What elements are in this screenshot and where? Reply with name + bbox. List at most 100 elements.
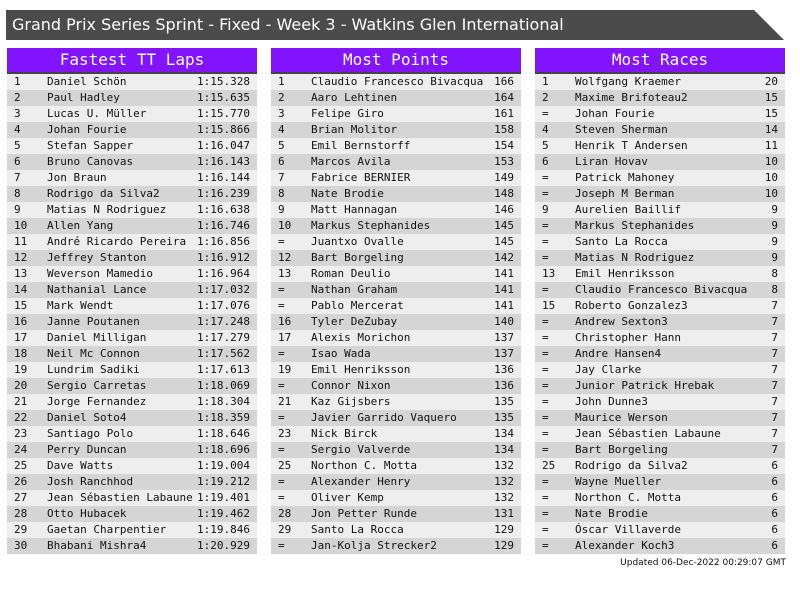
driver-name-cell: Isao Wada [311,347,371,360]
driver-name-cell: Daniel Milligan [47,331,147,344]
value-cell: 158 [494,123,514,136]
value-cell: 7 [771,331,778,344]
driver-name-cell: Markus Stephanides [575,219,695,232]
rank-cell: 6 [14,155,21,168]
value-cell: 7 [771,411,778,424]
rank-cell: = [542,475,549,488]
driver-name-cell: Santo La Rocca [575,235,668,248]
table-row: 4 Steven Sherman 14 [535,122,785,138]
rank-cell: 26 [14,475,28,488]
driver-name-cell: Steven Sherman [575,123,668,136]
driver-name-cell: Jean Sébastien Labaune [575,427,721,440]
table-row: 23 Santiago Polo 1:18.646 [7,426,257,442]
value-cell: 1:15.866 [197,123,250,136]
table-row: = Christopher Hann 7 [535,330,785,346]
value-cell: 15 [764,107,778,120]
driver-name-cell: Aaro Lehtinen [311,91,398,104]
table-row: 11 André Ricardo Pereira 1:16.856 [7,234,257,250]
table-row: 25 Dave Watts 1:19.004 [7,458,257,474]
driver-name-cell: Rodrigo da Silva2 [47,187,160,200]
value-cell: 8 [771,283,778,296]
table-row: 19 Lundrim Sadiki 1:17.613 [7,362,257,378]
driver-name-cell: Javier Garrido Vaquero [311,411,457,424]
value-cell: 1:18.646 [197,427,250,440]
value-cell: 141 [494,283,514,296]
driver-name-cell: Patrick Mahoney [575,171,675,184]
table-row: = Javier Garrido Vaquero 135 [271,410,521,426]
table-row: = Nate Brodie 6 [535,506,785,522]
rank-cell: 28 [14,507,28,520]
driver-name-cell: Neil Mc Connon [47,347,140,360]
rank-cell: = [542,395,549,408]
driver-name-cell: Oliver Kemp [311,491,384,504]
value-cell: 166 [494,75,514,88]
table-row: = Jay Clarke 7 [535,362,785,378]
driver-name-cell: André Ricardo Pereira [47,235,187,248]
driver-name-cell: Northon C. Motta [311,459,417,472]
value-cell: 6 [771,523,778,536]
table-row: 1 Daniel Schön 1:15.328 [7,74,257,90]
value-cell: 129 [494,523,514,536]
panel-rows: 1 Wolfgang Kraemer 20 2 Maxime Brifoteau2 15 =… [535,74,785,554]
table-row: 5 Stefan Sapper 1:16.047 [7,138,257,154]
table-row: = Oliver Kemp 132 [271,490,521,506]
table-row: 17 Daniel Milligan 1:17.279 [7,330,257,346]
driver-name-cell: Kaz Gijsbers [311,395,391,408]
table-row: 8 Rodrigo da Silva2 1:16.239 [7,186,257,202]
rank-cell: 1 [14,75,21,88]
value-cell: 1:16.144 [197,171,250,184]
driver-name-cell: Allen Yang [47,219,114,232]
driver-name-cell: Daniel Schön [47,75,127,88]
driver-name-cell: Johan Fourie [575,107,655,120]
rank-cell: 3 [14,107,21,120]
panel-header: Most Races [535,48,785,74]
rank-cell: = [278,491,285,504]
table-row: 12 Jeffrey Stanton 1:16.912 [7,250,257,266]
table-row: = Junior Patrick Hrebak 7 [535,378,785,394]
rank-cell: 5 [542,139,549,152]
rank-cell: = [542,251,549,264]
rank-cell: 21 [14,395,28,408]
rank-cell: = [542,187,549,200]
value-cell: 7 [771,315,778,328]
value-cell: 1:15.635 [197,91,250,104]
value-cell: 1:18.696 [197,443,250,456]
rank-cell: 15 [542,299,556,312]
driver-name-cell: Stefan Sapper [47,139,134,152]
value-cell: 20 [764,75,778,88]
table-row: = Jan-Kolja Strecker2 129 [271,538,521,554]
driver-name-cell: Alexis Morichon [311,331,411,344]
rank-cell: 9 [14,203,21,216]
rank-cell: = [278,475,285,488]
value-cell: 134 [494,443,514,456]
table-row: 24 Perry Duncan 1:18.696 [7,442,257,458]
driver-name-cell: Bart Borgeling [575,443,668,456]
table-row: = Claudio Francesco Bivacqua 8 [535,282,785,298]
rank-cell: = [542,283,549,296]
table-row: 6 Marcos Avila 153 [271,154,521,170]
driver-name-cell: Junior Patrick Hrebak [575,379,715,392]
driver-name-cell: Janne Poutanen [47,315,140,328]
rank-cell: = [542,491,549,504]
driver-name-cell: Juantxo Ovalle [311,235,404,248]
driver-name-cell: Matt Hannagan [311,203,398,216]
value-cell: 140 [494,315,514,328]
driver-name-cell: Emil Bernstorff [311,139,411,152]
driver-name-cell: Claudio Francesco Bivacqua [311,75,484,88]
rank-cell: 6 [278,155,285,168]
rank-cell: = [542,347,549,360]
driver-name-cell: Rodrigo da Silva2 [575,459,688,472]
table-row: = Northon C. Motta 6 [535,490,785,506]
table-row: = Jean Sébastien Labaune 7 [535,426,785,442]
driver-name-cell: Alexander Henry [311,475,411,488]
value-cell: 1:19.004 [197,459,250,472]
table-row: 6 Liran Hovav 10 [535,154,785,170]
value-cell: 11 [764,139,778,152]
rank-cell: 24 [14,443,28,456]
value-cell: 1:16.638 [197,203,250,216]
panel-rows: 1 Claudio Francesco Bivacqua 166 2 Aaro Leht… [271,74,521,554]
driver-name-cell: Joseph M Berman [575,187,675,200]
table-row: = Johan Fourie 15 [535,106,785,122]
rank-cell: = [278,539,285,552]
table-row: = Nathan Graham 141 [271,282,521,298]
